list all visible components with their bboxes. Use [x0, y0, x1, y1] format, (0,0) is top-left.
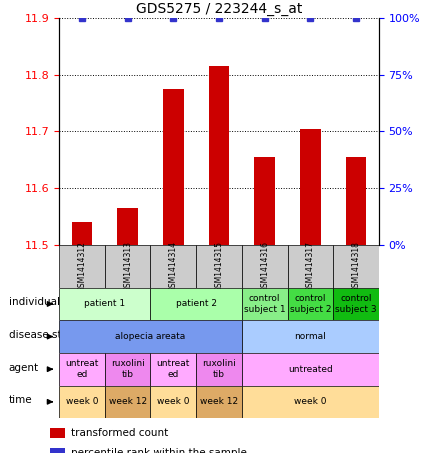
Bar — [50, 448, 65, 453]
Text: ruxolini
tib: ruxolini tib — [111, 360, 145, 379]
Text: GSM1414312: GSM1414312 — [78, 241, 86, 292]
Bar — [105, 386, 151, 418]
Text: transformed count: transformed count — [71, 428, 168, 438]
Text: week 0: week 0 — [66, 397, 98, 406]
Bar — [242, 288, 287, 320]
Bar — [287, 245, 333, 288]
Bar — [105, 353, 151, 386]
Text: control
subject 3: control subject 3 — [335, 294, 377, 313]
Bar — [151, 386, 196, 418]
Bar — [333, 288, 379, 320]
Bar — [287, 288, 333, 320]
Bar — [196, 245, 242, 288]
Bar — [242, 353, 379, 386]
Text: GSM1414318: GSM1414318 — [352, 241, 360, 292]
Text: ruxolini
tib: ruxolini tib — [202, 360, 236, 379]
Bar — [151, 288, 242, 320]
Text: normal: normal — [294, 332, 326, 341]
Text: untreat
ed: untreat ed — [157, 360, 190, 379]
Bar — [163, 89, 184, 245]
Text: GSM1414317: GSM1414317 — [306, 241, 315, 292]
Bar — [117, 208, 138, 245]
Text: week 0: week 0 — [294, 397, 327, 406]
Text: time: time — [9, 395, 32, 405]
Bar — [333, 245, 379, 288]
Bar — [151, 245, 196, 288]
Title: GDS5275 / 223244_s_at: GDS5275 / 223244_s_at — [136, 2, 302, 16]
Bar — [50, 428, 65, 438]
Text: untreated: untreated — [288, 365, 333, 374]
Text: disease state: disease state — [9, 330, 78, 340]
Text: percentile rank within the sample: percentile rank within the sample — [71, 448, 247, 453]
Bar — [59, 386, 105, 418]
Text: individual: individual — [9, 297, 60, 307]
Bar — [105, 245, 151, 288]
Bar — [72, 222, 92, 245]
Bar — [346, 157, 366, 245]
Bar — [151, 353, 196, 386]
Bar — [196, 353, 242, 386]
Text: week 12: week 12 — [109, 397, 147, 406]
Text: control
subject 1: control subject 1 — [244, 294, 286, 313]
Bar — [209, 66, 229, 245]
Text: GSM1414316: GSM1414316 — [260, 241, 269, 292]
Text: GSM1414315: GSM1414315 — [215, 241, 223, 292]
Text: GSM1414314: GSM1414314 — [169, 241, 178, 292]
Bar — [59, 288, 151, 320]
Text: control
subject 2: control subject 2 — [290, 294, 331, 313]
Bar — [254, 157, 275, 245]
Bar — [242, 320, 379, 353]
Text: patient 2: patient 2 — [176, 299, 217, 308]
Text: alopecia areata: alopecia areata — [115, 332, 186, 341]
Text: week 0: week 0 — [157, 397, 190, 406]
Bar — [242, 386, 379, 418]
Bar — [59, 320, 242, 353]
Bar — [59, 245, 105, 288]
Bar — [196, 386, 242, 418]
Bar — [242, 245, 287, 288]
Text: patient 1: patient 1 — [84, 299, 125, 308]
Text: week 12: week 12 — [200, 397, 238, 406]
Text: untreat
ed: untreat ed — [65, 360, 99, 379]
Bar — [59, 353, 105, 386]
Text: agent: agent — [9, 362, 39, 372]
Bar — [300, 129, 321, 245]
Text: GSM1414313: GSM1414313 — [123, 241, 132, 292]
